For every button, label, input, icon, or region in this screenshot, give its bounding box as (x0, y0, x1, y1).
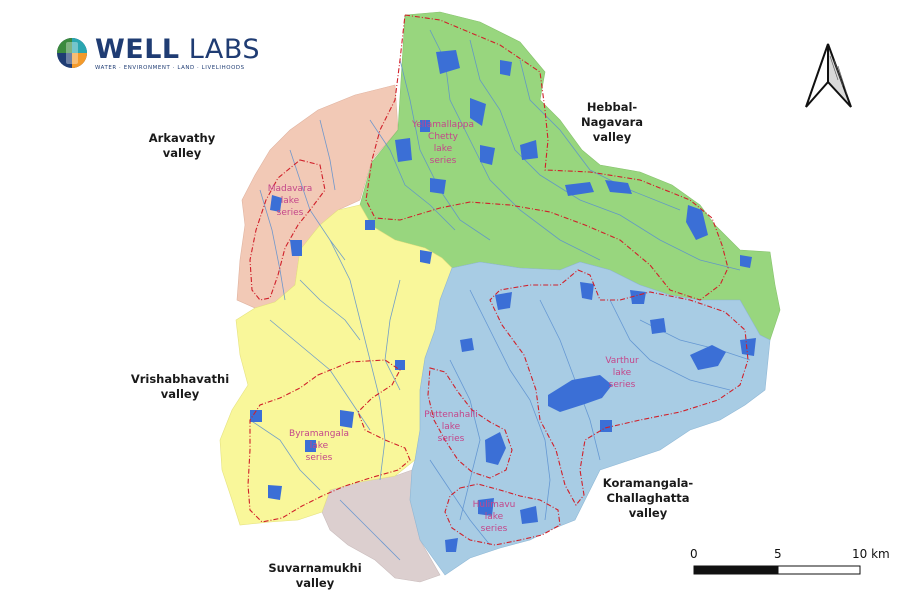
lake-label-byramangala: Byramangala lake series (289, 429, 349, 463)
well-labs-logo: WELL LABS WATER · ENVIRONMENT · LAND · L… (55, 36, 260, 71)
boundary-byramangala (247, 359, 411, 523)
valley-label-arkavathy: Arkavathy valley (148, 131, 216, 160)
logo-word2: LABS (188, 34, 261, 65)
valley-label-koramangala-challaghatta: Koramangala- Challaghatta valley (602, 476, 694, 520)
scale-bar (693, 565, 861, 575)
lake-label-puttenahalli: Puttenahalli lake series (424, 410, 478, 444)
valley-label-hebbal-nagavara: Hebbal- Nagavara valley (580, 100, 644, 144)
boundary-yellamallappa (365, 14, 729, 301)
boundary-madavara (249, 159, 326, 301)
lake-label-yellamallappa: Yellamallappa Chetty lake series (411, 120, 475, 166)
lakes (250, 50, 756, 552)
logo-emblem-icon (57, 38, 87, 68)
boundary-varthur (489, 269, 749, 506)
scale-label-5: 5 (774, 547, 782, 561)
scale-label-0: 0 (690, 547, 698, 561)
valley-label-suvarnamukhi: Suvarnamukhi valley (268, 561, 362, 590)
north-arrow-icon (805, 43, 852, 108)
logo-wordmark: WELL LABS (95, 36, 260, 64)
valley-label-vrishabhavathi: Vrishabhavathi valley (130, 372, 230, 401)
logo-tagline: WATER · ENVIRONMENT · LAND · LIVELIHOODS (95, 65, 245, 71)
scale-label-10km: 10 km (852, 547, 890, 561)
region-vrishabhavathi (219, 204, 453, 526)
boundary-puttenahalli (427, 367, 513, 479)
lake-label-varthur: Varthur lake series (605, 356, 639, 390)
lake-series-boundaries (247, 14, 749, 546)
lake-label-hulimavu: Hulimavu lake series (472, 500, 516, 534)
lake-label-madavara: Madavara lake series (267, 184, 313, 218)
logo-word1: WELL (95, 34, 180, 65)
